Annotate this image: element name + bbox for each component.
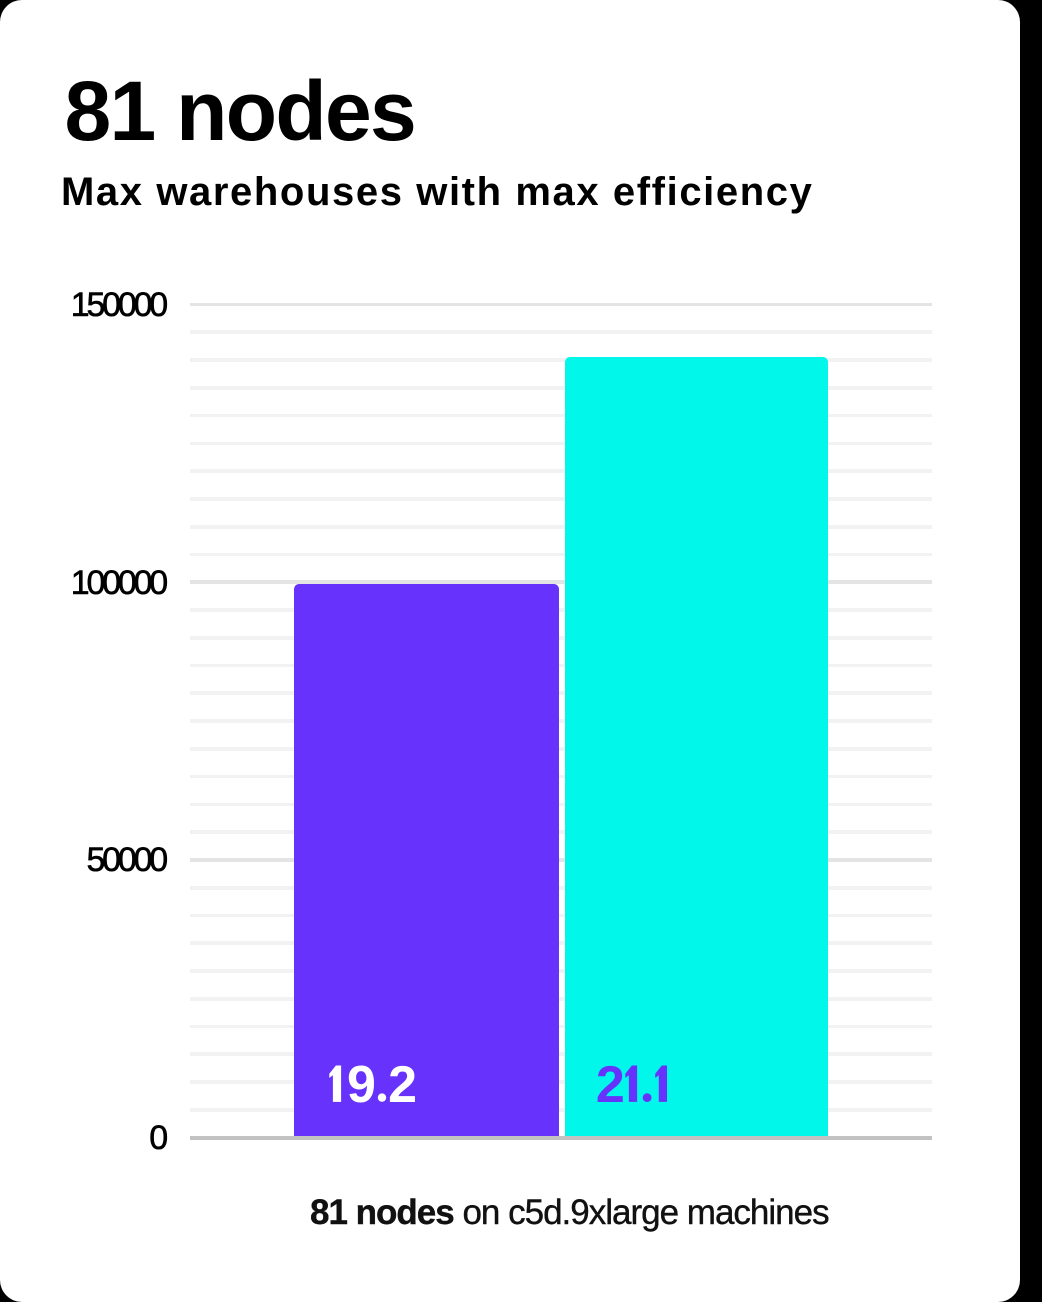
svg-text:2: 2 — [388, 1056, 417, 1114]
svg-text:9: 9 — [347, 1056, 376, 1114]
svg-text:2: 2 — [596, 1056, 625, 1114]
